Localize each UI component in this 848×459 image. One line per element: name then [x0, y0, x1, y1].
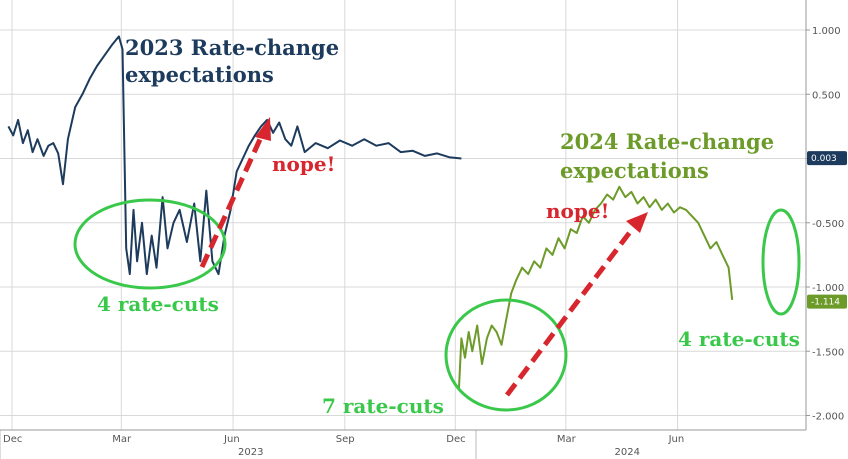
y-tick-label: -0.500: [812, 219, 844, 230]
last-value-badge-text: -1.114: [811, 298, 840, 308]
y-tick-label: 0.500: [812, 90, 841, 101]
x-tick-label: Jun: [668, 434, 685, 445]
nope-label-2: nope!: [546, 199, 609, 223]
x-year-label: 2023: [238, 447, 263, 458]
series-line-2: [457, 185, 734, 390]
y-tick-label: 1.000: [812, 26, 841, 37]
ellipse-7-rate-cuts: [444, 298, 568, 412]
last-value-badge-text: 0.003: [811, 154, 837, 164]
ellipse-4-rate-cuts-left: [73, 198, 227, 290]
nope-arrow-right-head: [626, 212, 648, 233]
x-tick-label: Dec: [446, 434, 465, 445]
title-2024-line2: expectations: [560, 158, 709, 183]
label-4-rate-cuts-right: 4 rate-cuts: [678, 327, 800, 351]
title-2024-line1: 2024 Rate-change: [560, 129, 774, 154]
title-2023-line1: 2023 Rate-change: [125, 35, 339, 60]
x-tick-label: Mar: [557, 434, 577, 445]
last-value-badge: [807, 151, 847, 166]
x-tick-label: Sep: [336, 434, 355, 445]
ellipse-4-rate-cuts-right: [761, 208, 801, 316]
x-tick-label: Dec: [3, 434, 22, 445]
y-tick-label: -1.000: [812, 283, 844, 294]
nope-label-1: nope!: [272, 152, 335, 176]
nope-arrow-left-head: [255, 117, 271, 141]
label-4-rate-cuts-left: 4 rate-cuts: [97, 292, 219, 316]
title-2023-line2: expectations: [125, 62, 274, 87]
annotation-layer: 2023 Rate-change expectations 2024 Rate-…: [73, 35, 801, 418]
grid-layer: [0, 0, 806, 430]
x-tick-label: Jun: [223, 434, 240, 445]
x-tick-label: Mar: [112, 434, 132, 445]
last-value-badge: [807, 294, 847, 309]
x-year-label: 2024: [615, 447, 640, 458]
label-7-rate-cuts: 7 rate-cuts: [322, 394, 444, 418]
nope-arrow-right: [505, 226, 635, 397]
y-tick-label: -2.000: [812, 412, 844, 423]
nope-arrow-left: [199, 133, 265, 269]
series-line-1: [7, 35, 462, 276]
series-layer: [7, 35, 734, 390]
y-tick-label: -1.500: [812, 347, 844, 358]
